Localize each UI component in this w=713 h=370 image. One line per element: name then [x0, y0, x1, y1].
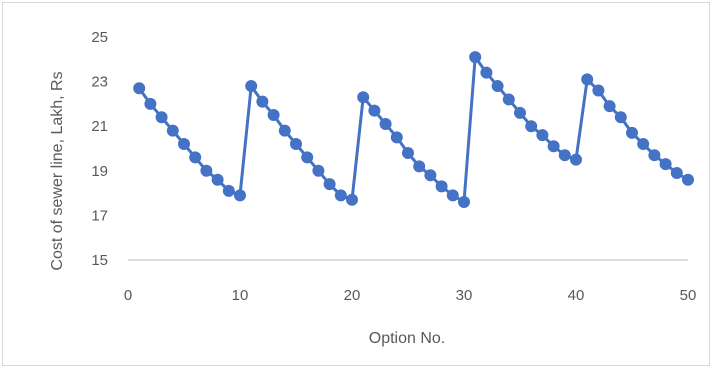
- data-point: [648, 149, 661, 162]
- data-point: [536, 129, 549, 142]
- data-point: [424, 169, 437, 182]
- chart-frame: [2, 2, 710, 366]
- data-point: [435, 180, 448, 193]
- data-point: [222, 184, 235, 197]
- x-tick-label: 0: [124, 287, 132, 304]
- data-point: [637, 138, 650, 151]
- data-point: [211, 173, 224, 186]
- data-point: [614, 111, 627, 124]
- data-point: [189, 151, 202, 164]
- data-point: [334, 189, 347, 202]
- data-point: [256, 95, 269, 108]
- x-axis-ticks: 0 10 20 30 40 50: [124, 287, 697, 304]
- data-point: [144, 97, 157, 110]
- data-point: [379, 117, 392, 130]
- data-point: [200, 164, 213, 177]
- y-tick-label: 25: [91, 29, 108, 46]
- x-tick-label: 30: [456, 287, 473, 304]
- data-point: [133, 82, 146, 95]
- data-point: [155, 111, 168, 124]
- data-point: [166, 124, 179, 137]
- y-tick-label: 15: [91, 252, 108, 269]
- y-tick-label: 19: [91, 163, 108, 180]
- data-point: [178, 138, 190, 151]
- x-tick-label: 40: [568, 287, 585, 304]
- data-point: [570, 153, 582, 166]
- data-point: [368, 104, 381, 117]
- data-point: [357, 91, 370, 104]
- y-tick-label: 17: [91, 207, 108, 224]
- data-point: [446, 189, 459, 202]
- data-point: [659, 158, 672, 171]
- x-axis-title: Option No.: [369, 330, 445, 347]
- data-point: [245, 80, 258, 93]
- y-axis-title: Cost of sewer line, Lakh, Rs: [49, 71, 66, 270]
- data-point: [514, 106, 526, 119]
- data-point: [592, 84, 605, 97]
- data-point: [547, 140, 560, 153]
- data-point: [390, 131, 403, 144]
- data-point: [267, 109, 280, 122]
- data-point: [458, 196, 470, 209]
- data-point: [402, 146, 414, 159]
- data-point: [278, 124, 291, 137]
- data-point: [502, 93, 515, 106]
- data-point: [290, 138, 302, 151]
- data-point: [413, 160, 426, 173]
- data-point: [480, 66, 493, 79]
- data-point: [603, 100, 616, 113]
- data-point: [525, 120, 538, 133]
- data-point: [670, 167, 683, 180]
- data-point: [682, 173, 694, 186]
- data-point: [346, 193, 358, 206]
- x-tick-label: 20: [344, 287, 361, 304]
- x-tick-label: 50: [680, 287, 697, 304]
- data-point: [558, 149, 571, 162]
- data-point: [491, 80, 504, 93]
- data-point: [301, 151, 314, 164]
- data-point: [626, 126, 638, 139]
- y-tick-label: 23: [91, 74, 108, 91]
- y-axis-ticks: 15 17 19 21 23 25: [91, 29, 108, 269]
- x-tick-label: 10: [232, 287, 249, 304]
- data-point: [581, 73, 594, 86]
- data-point: [323, 178, 336, 191]
- data-point: [469, 51, 482, 64]
- series-layer: [133, 51, 694, 209]
- data-point: [234, 189, 246, 202]
- data-point: [312, 164, 325, 177]
- y-tick-label: 21: [91, 118, 108, 135]
